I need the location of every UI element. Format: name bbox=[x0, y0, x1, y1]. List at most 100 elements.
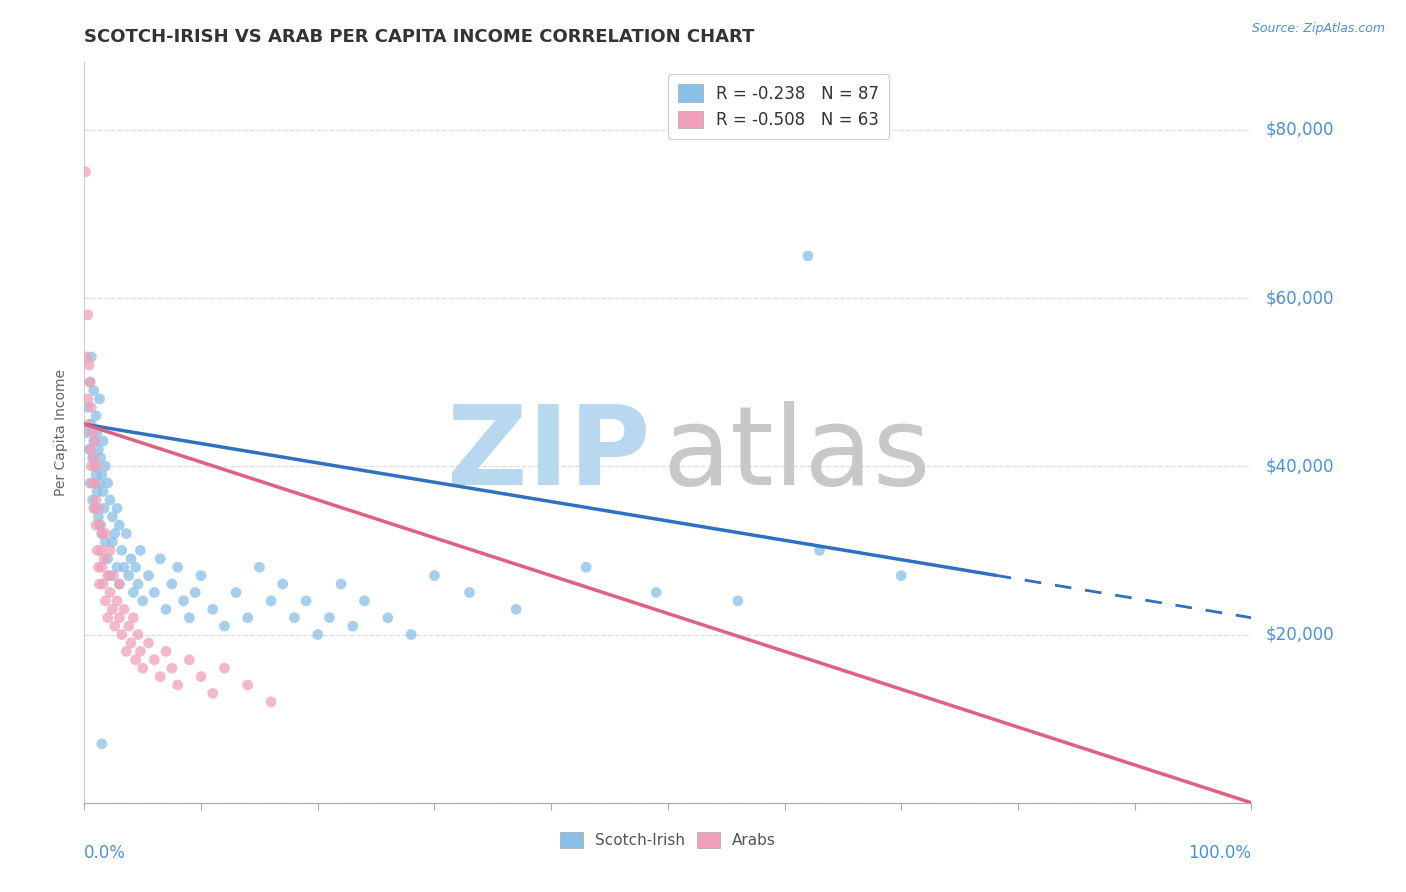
Text: $60,000: $60,000 bbox=[1265, 289, 1334, 307]
Point bbox=[84, 518, 107, 533]
Point bbox=[155, 602, 177, 616]
Point bbox=[115, 526, 138, 541]
Point bbox=[94, 535, 117, 549]
Point bbox=[260, 695, 283, 709]
Point bbox=[90, 518, 112, 533]
Point bbox=[79, 476, 101, 491]
Point bbox=[87, 501, 110, 516]
Point bbox=[214, 619, 236, 633]
Point bbox=[260, 594, 283, 608]
Point bbox=[89, 518, 111, 533]
Point bbox=[86, 425, 108, 440]
Point bbox=[201, 602, 224, 616]
Point bbox=[87, 560, 110, 574]
Point bbox=[122, 585, 145, 599]
Point bbox=[90, 526, 112, 541]
Point bbox=[91, 577, 114, 591]
Point bbox=[249, 560, 271, 574]
Point bbox=[108, 577, 131, 591]
Point bbox=[890, 568, 912, 582]
Point bbox=[111, 543, 134, 558]
Point bbox=[75, 165, 97, 179]
Point bbox=[423, 568, 446, 582]
Point bbox=[399, 627, 422, 641]
Point bbox=[76, 350, 98, 364]
Point bbox=[76, 401, 98, 415]
Point bbox=[94, 526, 117, 541]
Point bbox=[104, 619, 127, 633]
Point bbox=[201, 686, 224, 700]
Point bbox=[76, 425, 98, 440]
Point bbox=[90, 737, 112, 751]
Point bbox=[82, 425, 104, 440]
Point bbox=[77, 417, 100, 432]
Point bbox=[330, 577, 353, 591]
Point bbox=[79, 375, 101, 389]
Point bbox=[77, 359, 100, 373]
Point bbox=[83, 501, 105, 516]
Point bbox=[214, 661, 236, 675]
Point bbox=[179, 653, 201, 667]
Point bbox=[84, 492, 107, 507]
Point bbox=[86, 484, 108, 499]
Point bbox=[342, 619, 364, 633]
Point bbox=[236, 610, 259, 624]
Point bbox=[127, 627, 149, 641]
Point bbox=[112, 602, 135, 616]
Point bbox=[458, 585, 481, 599]
Point bbox=[90, 450, 112, 465]
Point bbox=[166, 560, 188, 574]
Text: Source: ZipAtlas.com: Source: ZipAtlas.com bbox=[1251, 22, 1385, 36]
Point bbox=[86, 543, 108, 558]
Point bbox=[797, 249, 820, 263]
Point bbox=[111, 627, 134, 641]
Point bbox=[122, 610, 145, 624]
Point bbox=[179, 610, 201, 624]
Point bbox=[727, 594, 749, 608]
Point bbox=[127, 577, 149, 591]
Point bbox=[505, 602, 527, 616]
Point bbox=[94, 594, 117, 608]
Point bbox=[97, 610, 120, 624]
Point bbox=[93, 501, 115, 516]
Point bbox=[79, 375, 101, 389]
Point bbox=[83, 434, 105, 448]
Point bbox=[83, 459, 105, 474]
Point bbox=[83, 476, 105, 491]
Point bbox=[377, 610, 399, 624]
Point bbox=[98, 568, 121, 582]
Point bbox=[125, 560, 148, 574]
Point bbox=[80, 459, 103, 474]
Point bbox=[138, 636, 160, 650]
Text: atlas: atlas bbox=[662, 401, 931, 508]
Point bbox=[89, 577, 111, 591]
Point bbox=[80, 401, 103, 415]
Point bbox=[90, 543, 112, 558]
Point bbox=[90, 467, 112, 482]
Point bbox=[283, 610, 305, 624]
Point bbox=[132, 661, 155, 675]
Point bbox=[318, 610, 340, 624]
Point bbox=[98, 585, 121, 599]
Point bbox=[190, 670, 212, 684]
Point bbox=[98, 492, 121, 507]
Point bbox=[89, 392, 111, 406]
Point bbox=[83, 434, 105, 448]
Point bbox=[86, 459, 108, 474]
Point bbox=[112, 560, 135, 574]
Point bbox=[98, 543, 121, 558]
Point bbox=[97, 551, 120, 566]
Text: 0.0%: 0.0% bbox=[84, 844, 127, 862]
Text: SCOTCH-IRISH VS ARAB PER CAPITA INCOME CORRELATION CHART: SCOTCH-IRISH VS ARAB PER CAPITA INCOME C… bbox=[84, 28, 755, 45]
Point bbox=[91, 434, 114, 448]
Point bbox=[83, 384, 105, 398]
Point bbox=[307, 627, 329, 641]
Point bbox=[115, 644, 138, 658]
Point bbox=[105, 501, 128, 516]
Point bbox=[93, 551, 115, 566]
Point bbox=[132, 594, 155, 608]
Text: 100.0%: 100.0% bbox=[1188, 844, 1251, 862]
Point bbox=[160, 661, 183, 675]
Text: $40,000: $40,000 bbox=[1265, 458, 1334, 475]
Point bbox=[105, 560, 128, 574]
